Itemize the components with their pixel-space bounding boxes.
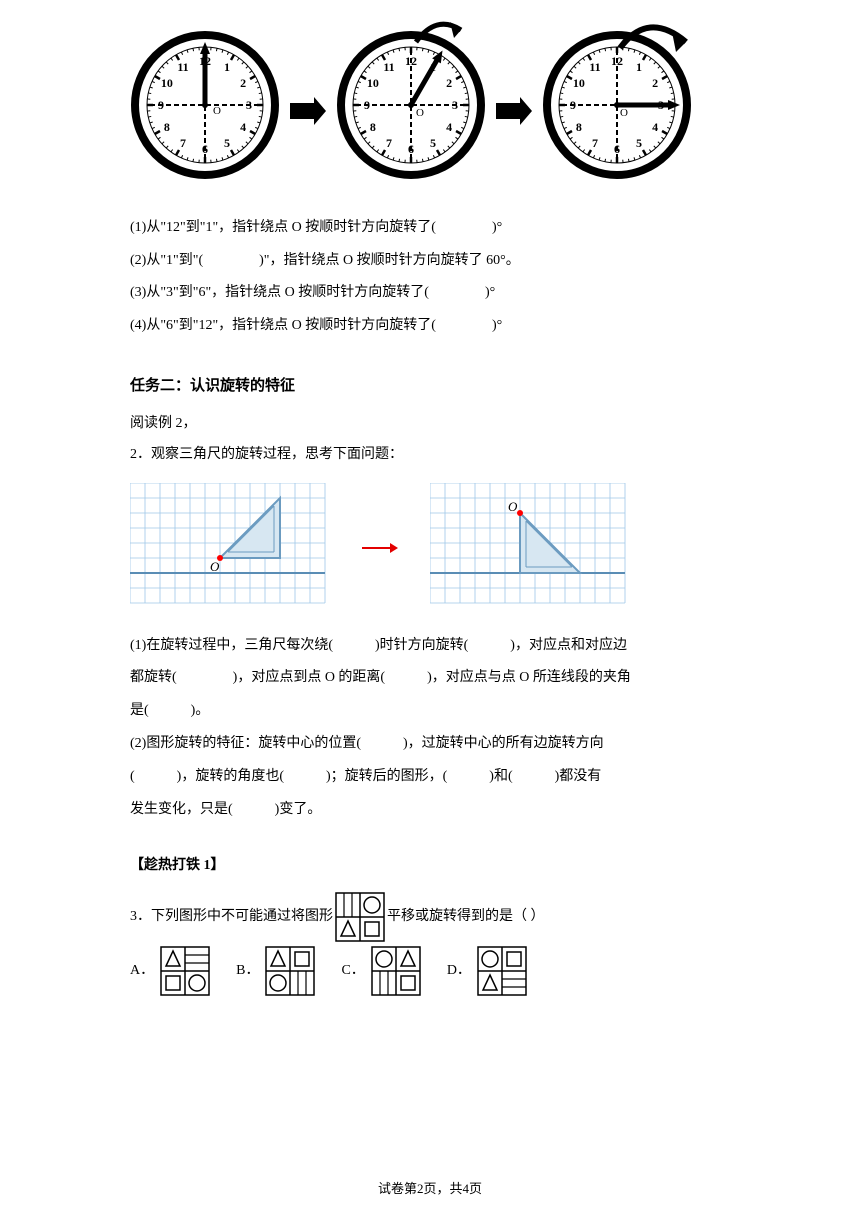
opt-a-label: A． bbox=[130, 956, 154, 987]
svg-text:8: 8 bbox=[576, 120, 582, 134]
svg-text:11: 11 bbox=[383, 60, 394, 74]
svg-text:8: 8 bbox=[164, 120, 170, 134]
svg-text:5: 5 bbox=[430, 136, 436, 150]
svg-text:11: 11 bbox=[589, 60, 600, 74]
q2-p2: 都旋转( )，对应点到点 O 的距离( )，对应点与点 O 所连线段的夹角 bbox=[130, 663, 730, 694]
tile-a-icon bbox=[160, 946, 210, 996]
hot-title: 【趁热打铁 1】 bbox=[130, 851, 730, 882]
q2-p5: ( )，旋转的角度也( )；旋转后的图形，( )和( )都没有 bbox=[130, 762, 730, 793]
arc-arrow-1 bbox=[406, 12, 476, 52]
opt-b-label: B． bbox=[236, 956, 259, 987]
opt-d-label: D． bbox=[447, 956, 471, 987]
q2-p1: (1)在旋转过程中，三角尺每次绕( )时针方向旋转( )，对应点和对应边 bbox=[130, 631, 730, 662]
grid-left: O bbox=[130, 483, 330, 613]
svg-text:O: O bbox=[620, 107, 628, 119]
option-d[interactable]: D． bbox=[447, 946, 527, 996]
grids-row: O O bbox=[130, 483, 730, 613]
clocks-row: 121234567891011 O 121234567891011 bbox=[130, 30, 730, 193]
svg-text:2: 2 bbox=[446, 76, 452, 90]
task2-title: 任务二：认识旋转的特征 bbox=[130, 370, 730, 403]
task2-read: 阅读例 2， bbox=[130, 409, 730, 440]
svg-text:5: 5 bbox=[224, 136, 230, 150]
q2-p3: 是( )。 bbox=[130, 696, 730, 727]
q1-line-4: (4)从"6"到"12"，指针绕点 O 按顺时针方向旋转了( )° bbox=[130, 311, 730, 342]
q2-p4: (2)图形旋转的特征：旋转中心的位置( )，过旋转中心的所有边旋转方向 bbox=[130, 729, 730, 760]
svg-text:4: 4 bbox=[240, 120, 246, 134]
options-row: A． B． C． bbox=[130, 946, 730, 996]
q3-suffix: 平移或旋转得到的是（ ） bbox=[387, 902, 545, 933]
svg-text:10: 10 bbox=[573, 76, 585, 90]
svg-text:10: 10 bbox=[161, 76, 173, 90]
clock-3: 121234567891011 O bbox=[542, 30, 692, 193]
svg-text:7: 7 bbox=[592, 136, 598, 150]
svg-text:1: 1 bbox=[224, 60, 230, 74]
q1-line-2: (2)从"1"到"( )"，指针绕点 O 按顺时针方向旋转了 60°。 bbox=[130, 246, 730, 277]
q3-ref-tile bbox=[335, 892, 385, 942]
svg-text:10: 10 bbox=[367, 76, 379, 90]
svg-text:O: O bbox=[508, 499, 518, 514]
clock-svg-1: 121234567891011 O bbox=[130, 30, 280, 180]
opt-c-label: C． bbox=[341, 956, 364, 987]
q1-line-1: (1)从"12"到"1"，指针绕点 O 按顺时针方向旋转了( )° bbox=[130, 213, 730, 244]
svg-text:4: 4 bbox=[652, 120, 658, 134]
q2-p6: 发生变化，只是( )变了。 bbox=[130, 795, 730, 826]
tile-d-icon bbox=[477, 946, 527, 996]
clock-2: 121234567891011 O bbox=[336, 30, 486, 193]
svg-text:5: 5 bbox=[636, 136, 642, 150]
svg-text:O: O bbox=[416, 107, 424, 119]
svg-text:8: 8 bbox=[370, 120, 376, 134]
tile-b-icon bbox=[265, 946, 315, 996]
svg-text:7: 7 bbox=[180, 136, 186, 150]
task2-q: 2．观察三角尺的旋转过程，思考下面问题： bbox=[130, 440, 730, 471]
red-arrow-icon bbox=[360, 538, 400, 558]
arc-arrow-2 bbox=[608, 14, 698, 64]
arrow-right-2 bbox=[494, 91, 534, 131]
q3-prefix: 3．下列图形中不可能通过将图形 bbox=[130, 902, 333, 933]
svg-text:2: 2 bbox=[652, 76, 658, 90]
option-c[interactable]: C． bbox=[341, 946, 420, 996]
clock-svg-2: 121234567891011 O bbox=[336, 30, 486, 180]
svg-text:7: 7 bbox=[386, 136, 392, 150]
svg-text:O: O bbox=[210, 559, 220, 574]
grid-right: O bbox=[430, 483, 630, 613]
tile-c-icon bbox=[371, 946, 421, 996]
option-a[interactable]: A． bbox=[130, 946, 210, 996]
svg-text:O: O bbox=[213, 105, 221, 117]
option-b[interactable]: B． bbox=[236, 946, 315, 996]
svg-text:2: 2 bbox=[240, 76, 246, 90]
page-footer: 试卷第2页，共4页 bbox=[0, 1175, 860, 1204]
svg-text:4: 4 bbox=[446, 120, 452, 134]
q1-line-3: (3)从"3"到"6"，指针绕点 O 按顺时针方向旋转了( )° bbox=[130, 278, 730, 309]
svg-text:11: 11 bbox=[177, 60, 188, 74]
arrow-right-1 bbox=[288, 91, 328, 131]
q3-line: 3．下列图形中不可能通过将图形 平移或旋转得到的是（ ） bbox=[130, 892, 730, 942]
clock-1: 121234567891011 O bbox=[130, 30, 280, 193]
